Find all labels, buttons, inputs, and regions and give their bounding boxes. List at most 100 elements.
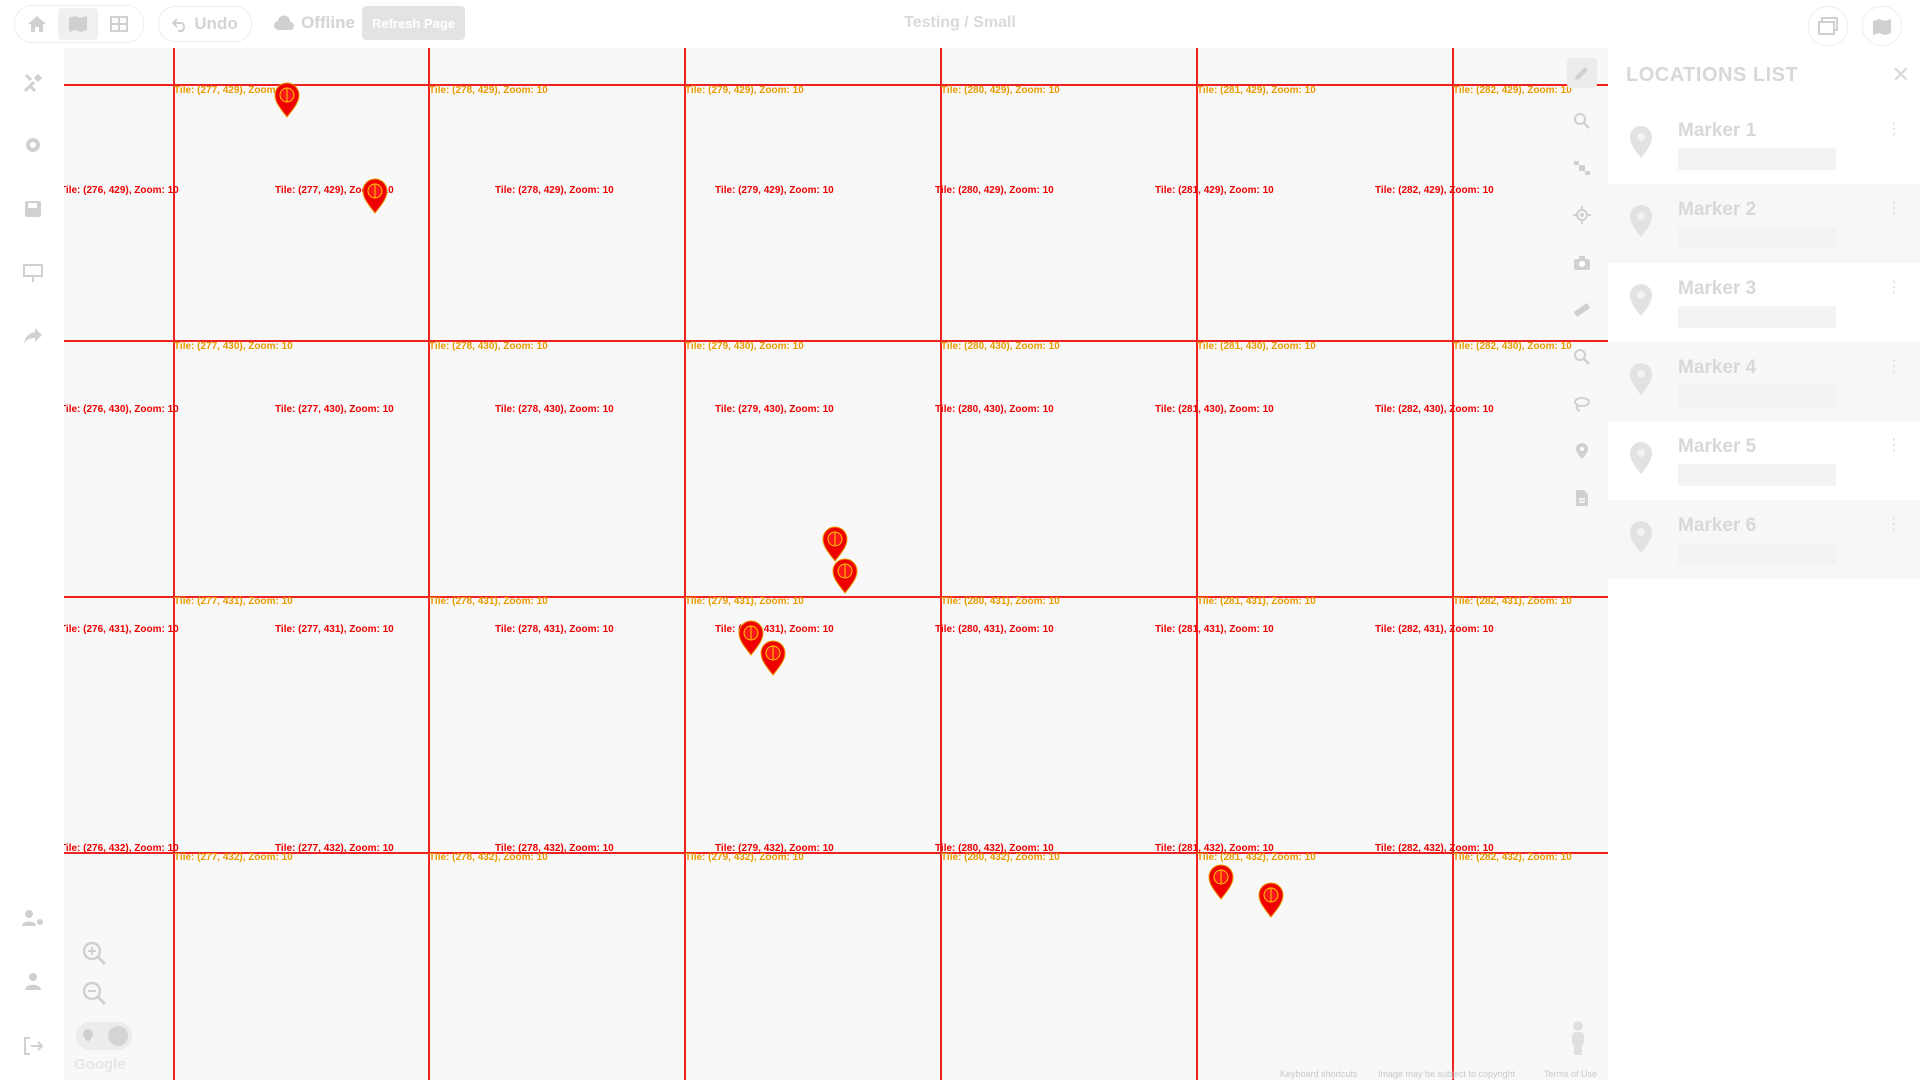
more-vertical-icon: ⋮: [1886, 516, 1902, 533]
add-marker-tool-button[interactable]: [1567, 436, 1597, 466]
tile-label: Tile: (282, 432), Zoom: 10: [1375, 843, 1494, 854]
ruler-icon: [1573, 302, 1591, 318]
keyboard-shortcuts-link[interactable]: Keyboard shortcuts: [1280, 1069, 1358, 1079]
more-options-button[interactable]: ⋮: [1886, 356, 1902, 376]
map-marker[interactable]: [273, 82, 301, 118]
location-item[interactable]: Marker 2 ⋮: [1608, 184, 1920, 263]
edit-tool-button[interactable]: [1567, 58, 1597, 88]
copyright-notice: Image may be subject to copyright: [1378, 1069, 1516, 1079]
settings-button[interactable]: [20, 132, 46, 158]
map-pin-icon: [274, 82, 300, 118]
measure-tool-button[interactable]: [1567, 295, 1597, 325]
file-tool-button[interactable]: [1567, 483, 1597, 513]
tile-label: Tile: (277, 430), Zoom: 10: [275, 404, 394, 415]
map-marker[interactable]: [1207, 864, 1235, 900]
location-item[interactable]: Marker 4 ⋮: [1608, 342, 1920, 421]
location-pin-icon: [1628, 362, 1654, 396]
lasso-tool-button[interactable]: [1567, 389, 1597, 419]
map-marker[interactable]: [831, 558, 859, 594]
tile-label: Tile: (279, 432), Zoom: 10: [685, 852, 804, 863]
close-button[interactable]: ✕: [1892, 62, 1910, 88]
tile-label: Tile: (280, 430), Zoom: 10: [935, 404, 1054, 415]
pin-icon: [83, 1029, 93, 1042]
map-marker[interactable]: [1257, 882, 1285, 918]
tile-label: Tile: (277, 431), Zoom: 10: [174, 596, 293, 607]
refresh-page-button[interactable]: Refresh Page: [362, 6, 465, 40]
tile-label: Tile: (277, 431), Zoom: 10: [275, 624, 394, 635]
map-canvas[interactable]: Tile: (277, 429), Zoom: 10 Tile: (278, 42…: [64, 48, 1608, 1080]
more-options-button[interactable]: ⋮: [1886, 198, 1902, 218]
location-pin-icon: [1628, 204, 1654, 238]
tile-label: Tile: (278, 429), Zoom: 10: [495, 185, 614, 196]
gallery-button[interactable]: [1808, 6, 1848, 46]
undo-button[interactable]: Undo: [158, 6, 252, 42]
terms-link[interactable]: Terms of Use: [1544, 1069, 1598, 1079]
table-icon: [110, 16, 128, 32]
location-item[interactable]: Marker 5 ⋮: [1608, 421, 1920, 500]
share-button[interactable]: [20, 323, 46, 349]
top-bar: Undo Offline Refresh Page Testing / Smal…: [0, 0, 1920, 48]
present-button[interactable]: [20, 260, 46, 286]
map-pin-icon: [1208, 864, 1234, 900]
map-view-button[interactable]: [58, 8, 98, 40]
satellite-icon: [1574, 161, 1590, 175]
more-options-button[interactable]: ⋮: [1886, 435, 1902, 455]
magnifier-icon: [1574, 349, 1590, 365]
tile-border-vertical: [1196, 48, 1198, 1080]
location-details-placeholder: [1678, 227, 1836, 249]
tile-label: Tile: (279, 429), Zoom: 10: [715, 185, 834, 196]
page-title: Testing / Small: [904, 14, 1016, 31]
map-marker[interactable]: [821, 526, 849, 562]
tools-button[interactable]: [20, 70, 46, 96]
location-item[interactable]: Marker 6 ⋮: [1608, 500, 1920, 579]
pegman-icon: [1572, 1021, 1584, 1055]
screenshot-tool-button[interactable]: [1567, 248, 1597, 278]
location-item[interactable]: Marker 1 ⋮: [1608, 105, 1920, 184]
camera-icon: [1574, 256, 1590, 270]
user-gear-icon: [22, 910, 43, 926]
map-pin-icon: [1576, 443, 1588, 459]
tile-label: Tile: (278, 432), Zoom: 10: [429, 852, 548, 863]
satellite-tool-button[interactable]: [1567, 153, 1597, 183]
tile-label: Tile: (276, 431), Zoom: 10: [64, 624, 179, 635]
zoom-out-icon: [82, 981, 107, 1006]
zoom-out-button[interactable]: [77, 976, 111, 1010]
gear-icon: [26, 138, 40, 152]
street-view-pegman[interactable]: [1568, 1020, 1588, 1056]
more-options-button[interactable]: ⋮: [1886, 277, 1902, 297]
logout-icon: [24, 1037, 44, 1055]
tile-label: Tile: (279, 431), Zoom: 10: [715, 624, 834, 635]
home-button[interactable]: [17, 8, 57, 40]
tile-label: Tile: (279, 430), Zoom: 10: [715, 404, 834, 415]
tile-label: Tile: (280, 432), Zoom: 10: [935, 843, 1054, 854]
zoom-in-button[interactable]: [77, 936, 111, 970]
zoom-search-button[interactable]: [1567, 342, 1597, 372]
map-marker[interactable]: [737, 620, 765, 656]
table-view-button[interactable]: [99, 8, 139, 40]
lasso-icon: [1574, 397, 1590, 412]
location-pin-icon: [1628, 125, 1654, 159]
profile-button[interactable]: [20, 968, 46, 994]
crosshair-icon: [1573, 206, 1591, 224]
undo-label: Undo: [194, 14, 238, 33]
location-name: Marker 2: [1678, 199, 1757, 220]
map-icon: [69, 16, 87, 32]
map-layers-button[interactable]: [1862, 6, 1902, 46]
tile-label: Tile: (281, 429), Zoom: 10: [1197, 85, 1316, 96]
map-pin-icon: [738, 620, 764, 656]
logout-button[interactable]: [20, 1033, 46, 1059]
save-button[interactable]: [20, 196, 46, 222]
location-details-placeholder: [1678, 464, 1836, 486]
map-marker[interactable]: [361, 178, 389, 214]
locate-tool-button[interactable]: [1567, 200, 1597, 230]
map-marker[interactable]: [759, 640, 787, 676]
more-options-button[interactable]: ⋮: [1886, 119, 1902, 139]
tile-border-horizontal: [64, 596, 1608, 598]
toggle-knob: [108, 1026, 128, 1046]
offline-button[interactable]: Offline: [266, 6, 362, 40]
location-item[interactable]: Marker 3 ⋮: [1608, 263, 1920, 342]
marker-toggle[interactable]: [76, 1022, 132, 1050]
user-settings-button[interactable]: [20, 905, 46, 931]
search-tool-button[interactable]: [1567, 106, 1597, 136]
more-options-button[interactable]: ⋮: [1886, 514, 1902, 534]
